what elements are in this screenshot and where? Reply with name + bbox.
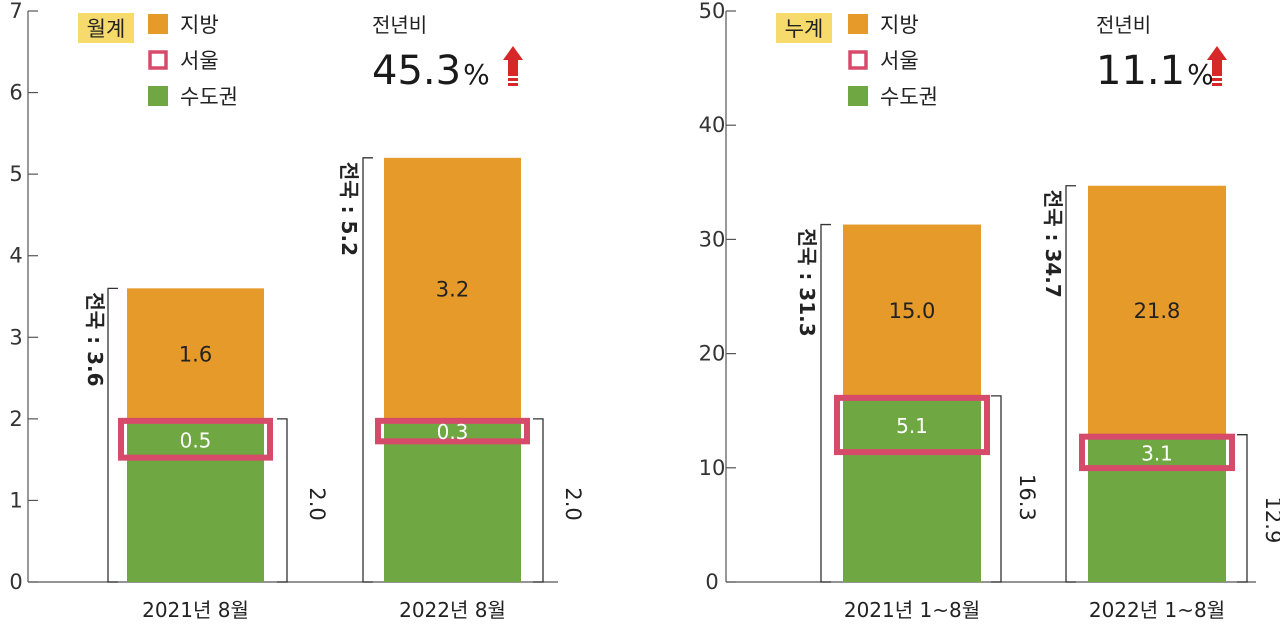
y-tick-label: 7 bbox=[9, 0, 22, 23]
data-label-seoul: 3.1 bbox=[1141, 441, 1173, 465]
bar-metro bbox=[384, 418, 521, 582]
legend-label-seoul: 서울 bbox=[880, 49, 919, 73]
metro-bracket bbox=[277, 418, 288, 583]
legend-label-metro: 수도권 bbox=[180, 85, 238, 109]
total-label: 전국 : 3.6 bbox=[83, 292, 107, 386]
bar-seoul-outline bbox=[118, 417, 273, 461]
chart-panel-2: 0 10 20 30 40 50 15.0 5.1 전국 : 31.3 16.3 2021년 1~8… bbox=[699, 0, 1280, 622]
legend-label-seoul: 서울 bbox=[180, 49, 219, 73]
data-label-regional: 21.8 bbox=[1134, 299, 1181, 323]
up-arrow-icon-bar bbox=[1212, 83, 1222, 86]
data-label-regional: 1.6 bbox=[179, 343, 212, 367]
legend-swatch-regional bbox=[148, 14, 168, 34]
yoy-value: 45.3 bbox=[372, 48, 461, 94]
total-bracket bbox=[820, 223, 831, 583]
total-label: 전국 : 31.3 bbox=[795, 229, 819, 337]
data-label-seoul: 5.1 bbox=[896, 414, 928, 438]
y-tick-label: 0 bbox=[705, 570, 718, 594]
bar-regional bbox=[843, 224, 981, 396]
data-label-metro: 2.0 bbox=[305, 487, 329, 520]
y-tick-label: 6 bbox=[9, 81, 22, 105]
badge-label: 월계 bbox=[87, 17, 126, 41]
metro-bracket bbox=[1237, 434, 1248, 583]
bar-regional bbox=[384, 157, 521, 419]
y-tick-label: 50 bbox=[699, 0, 726, 23]
y-tick-label: 20 bbox=[699, 342, 726, 366]
data-label-metro: 16.3 bbox=[1015, 474, 1039, 521]
bar-seoul-outline bbox=[1079, 433, 1235, 472]
bar-metro bbox=[127, 418, 264, 582]
legend-label-regional: 지방 bbox=[180, 13, 219, 37]
x-tick-label: 2022년 8월 bbox=[399, 598, 506, 622]
chart-panel-1: 0 1 2 3 4 5 6 7 1.6 0.5 전국 : 3.6 2.0 2021년 8월 3.2 0.3 전… bbox=[9, 0, 585, 622]
yoy-unit: % bbox=[1187, 58, 1214, 91]
badge-bg bbox=[776, 13, 832, 43]
bar-seoul-outline bbox=[834, 394, 990, 456]
data-label-regional: 3.2 bbox=[436, 277, 469, 301]
legend-swatch-regional bbox=[848, 14, 868, 34]
total-bracket bbox=[1065, 185, 1076, 583]
y-tick-label: 40 bbox=[699, 113, 726, 137]
yoy-value: 11.1 bbox=[1096, 48, 1185, 94]
up-arrow-icon bbox=[503, 46, 523, 76]
legend-swatch-seoul bbox=[148, 50, 168, 70]
yoy-label: 전년비 bbox=[372, 13, 427, 37]
legend-label-regional: 지방 bbox=[880, 13, 919, 37]
legend-swatch-seoul bbox=[848, 50, 868, 70]
yoy-label: 전년비 bbox=[1096, 13, 1151, 37]
total-bracket bbox=[107, 287, 118, 583]
data-label-metro: 12.9 bbox=[1261, 497, 1280, 544]
bar-regional bbox=[127, 288, 264, 419]
metro-bracket bbox=[991, 395, 1002, 583]
data-label-metro: 2.0 bbox=[561, 487, 585, 520]
badge-bg bbox=[78, 13, 134, 43]
legend-swatch-metro bbox=[148, 86, 168, 106]
x-tick-label: 2022년 1~8월 bbox=[1089, 598, 1225, 622]
up-arrow-icon-bar bbox=[508, 78, 518, 81]
total-label: 전국 : 34.7 bbox=[1041, 190, 1065, 298]
y-tick-label: 30 bbox=[699, 227, 726, 251]
bar-regional bbox=[1088, 185, 1226, 435]
x-tick-label: 2021년 1~8월 bbox=[844, 598, 980, 622]
data-label-seoul: 0.5 bbox=[180, 428, 212, 452]
y-tick-label: 4 bbox=[9, 244, 22, 268]
y-tick-label: 1 bbox=[9, 488, 22, 512]
yoy-unit: % bbox=[463, 58, 490, 91]
up-arrow-icon-bar bbox=[1212, 78, 1222, 81]
up-arrow-icon-bar bbox=[508, 83, 518, 86]
data-label-regional: 15.0 bbox=[889, 299, 936, 323]
metro-bracket bbox=[533, 418, 544, 583]
y-tick-label: 5 bbox=[9, 162, 22, 186]
total-label: 전국 : 5.2 bbox=[337, 162, 361, 256]
bar-metro bbox=[1088, 434, 1226, 582]
legend-label-metro: 수도권 bbox=[880, 85, 938, 109]
y-tick-label: 0 bbox=[9, 570, 22, 594]
bar-seoul-outline bbox=[375, 417, 530, 445]
legend-swatch-metro bbox=[848, 86, 868, 106]
up-arrow-icon bbox=[1207, 46, 1227, 76]
data-label-seoul: 0.3 bbox=[437, 420, 469, 444]
y-tick-label: 3 bbox=[9, 325, 22, 349]
total-bracket bbox=[362, 157, 373, 583]
badge-label: 누계 bbox=[785, 17, 824, 41]
bar-metro bbox=[843, 395, 981, 582]
y-tick-label: 10 bbox=[699, 456, 726, 480]
y-tick-label: 2 bbox=[9, 407, 22, 431]
x-tick-label: 2021년 8월 bbox=[142, 598, 249, 622]
